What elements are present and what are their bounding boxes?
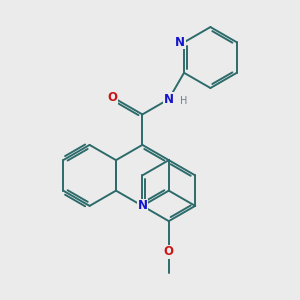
Text: H: H — [179, 96, 187, 106]
Text: O: O — [164, 245, 174, 258]
Text: N: N — [164, 93, 174, 106]
Text: O: O — [108, 91, 118, 104]
Text: N: N — [175, 36, 185, 49]
Text: N: N — [137, 200, 147, 212]
